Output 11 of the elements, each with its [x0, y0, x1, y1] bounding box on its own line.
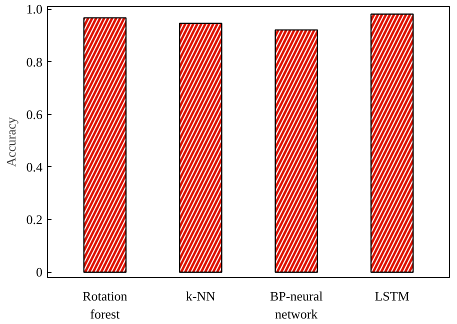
x-tick-label: BP-neural network	[270, 288, 324, 322]
y-tick-label: 0.6	[26, 106, 43, 122]
y-tick-label: 0.4	[26, 159, 43, 174]
y-tick-label: 0	[36, 264, 42, 280]
y-tick-label: 0.2	[26, 212, 42, 228]
y-tick-label: 0.8	[26, 54, 42, 70]
x-tick-label: LSTM	[374, 288, 410, 304]
y-axis-title: Accuracy	[3, 116, 18, 167]
x-tick-label: k-NN	[186, 288, 216, 304]
x-tick-label: Rotation forest	[82, 288, 128, 322]
y-tick-label: 1.0	[26, 2, 42, 17]
